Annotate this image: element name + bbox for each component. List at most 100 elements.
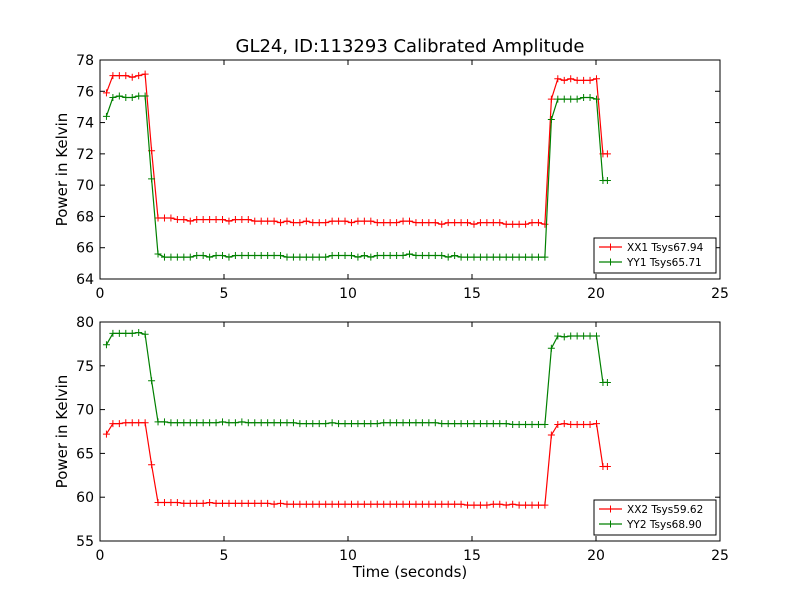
data-point [573, 95, 581, 103]
legend-label: XX2 Tsys59.62 [627, 504, 703, 516]
data-point [354, 420, 362, 428]
data-point [225, 217, 233, 225]
data-point [264, 217, 272, 225]
data-point [335, 217, 343, 225]
data-point [354, 217, 362, 225]
data-point [373, 219, 381, 227]
data-point [154, 214, 162, 222]
data-point [109, 329, 117, 337]
data-point [560, 420, 568, 428]
series-line-xx1 [105, 73, 608, 226]
data-point [367, 253, 375, 261]
data-point [464, 219, 472, 227]
data-point [502, 420, 510, 428]
data-point [289, 219, 297, 227]
data-point [399, 217, 407, 225]
data-point [438, 252, 446, 260]
data-point [476, 420, 484, 428]
data-point [522, 220, 530, 228]
data-point [451, 420, 459, 428]
data-point [309, 219, 317, 227]
data-point [128, 329, 136, 337]
series-line-xx2 [105, 422, 608, 506]
data-point [231, 499, 239, 507]
data-point [573, 76, 581, 84]
x-tick-label: 25 [711, 286, 729, 302]
data-point [431, 252, 439, 260]
data-point [360, 500, 368, 508]
data-point [534, 420, 542, 428]
data-point [309, 420, 317, 428]
data-point [347, 500, 355, 508]
data-point [541, 253, 549, 261]
data-point [225, 419, 233, 427]
data-point [296, 219, 304, 227]
data-point [554, 420, 562, 428]
data-point [489, 219, 497, 227]
chart-title: GL24, ID:113293 Calibrated Amplitude [236, 36, 585, 57]
y-tick-label: 80 [76, 315, 94, 331]
data-point [470, 420, 478, 428]
data-point [180, 253, 188, 261]
data-point [141, 70, 149, 78]
data-point [367, 500, 375, 508]
data-point [354, 253, 362, 261]
data-point [315, 500, 323, 508]
data-point [573, 332, 581, 340]
data-point [418, 252, 426, 260]
data-point [167, 253, 175, 261]
data-point [148, 377, 156, 385]
data-point [560, 333, 568, 341]
data-point [115, 72, 123, 80]
data-point [360, 252, 368, 260]
data-point [592, 95, 600, 103]
data-point [302, 500, 310, 508]
y-tick-label: 55 [76, 534, 94, 550]
data-point [457, 420, 465, 428]
legend-label: YY2 Tsys68.90 [626, 519, 702, 531]
data-point [160, 253, 168, 261]
data-point [431, 500, 439, 508]
data-point [476, 501, 484, 509]
data-point [148, 461, 156, 469]
x-tick-label: 15 [463, 548, 481, 564]
data-point [309, 253, 317, 261]
data-point [302, 420, 310, 428]
data-point [380, 252, 388, 260]
data-point [135, 72, 143, 80]
data-point [393, 500, 401, 508]
data-point [406, 217, 414, 225]
data-point [122, 94, 130, 102]
data-point [496, 420, 504, 428]
data-point [476, 219, 484, 227]
legend: XX2 Tsys59.62 YY2 Tsys68.90 [593, 499, 717, 536]
data-point [451, 219, 459, 227]
data-point [154, 498, 162, 506]
data-point [418, 219, 426, 227]
data-point [122, 72, 130, 80]
y-tick-label: 70 [76, 178, 94, 194]
data-point [457, 219, 465, 227]
data-point [315, 219, 323, 227]
data-point [270, 217, 278, 225]
x-axis-label: Time (seconds) [352, 563, 468, 581]
data-point [335, 420, 343, 428]
data-point [431, 419, 439, 427]
data-point [296, 500, 304, 508]
data-point [296, 253, 304, 261]
data-point [354, 500, 362, 508]
data-point [154, 250, 162, 258]
data-point [173, 253, 181, 261]
data-point [483, 501, 491, 509]
data-point [219, 252, 227, 260]
data-point [470, 501, 478, 509]
data-point [238, 499, 246, 507]
data-point [180, 216, 188, 224]
data-point [244, 499, 252, 507]
data-point [586, 420, 594, 428]
data-point [592, 75, 600, 83]
data-point [277, 499, 285, 507]
data-point [231, 419, 239, 427]
data-point [283, 500, 291, 508]
data-point [380, 419, 388, 427]
